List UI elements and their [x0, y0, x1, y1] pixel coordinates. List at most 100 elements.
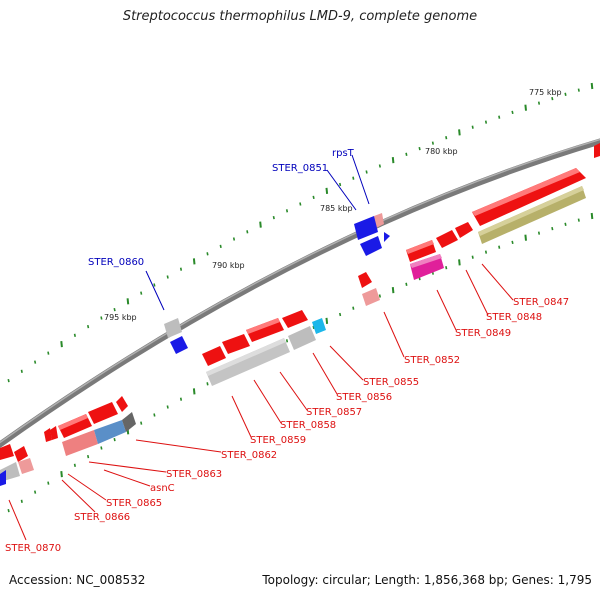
scale-tick	[551, 226, 554, 231]
gene-feature[interactable]	[164, 318, 182, 338]
gene-feature[interactable]	[62, 430, 98, 456]
gene-feature[interactable]	[0, 470, 6, 486]
gene-feature[interactable]	[222, 334, 250, 354]
kbp-label-775: 775 kbp	[529, 88, 562, 97]
gene-label-STER_0857[interactable]: STER_0857	[306, 407, 362, 418]
gene-label-STER_0865[interactable]: STER_0865	[106, 498, 162, 509]
pointer-line	[329, 345, 364, 381]
gene-feature[interactable]	[358, 272, 372, 288]
gene-feature[interactable]	[44, 428, 52, 442]
gene-feature[interactable]	[374, 213, 384, 228]
pointer-line	[103, 469, 151, 487]
gene-label-STER_0863[interactable]: STER_0863	[166, 469, 222, 480]
gene-feature[interactable]	[116, 396, 128, 412]
gene-feature[interactable]	[354, 216, 378, 240]
genome-backbone	[0, 138, 600, 449]
scale-tick	[445, 136, 448, 140]
gene-label-STER_0860[interactable]: STER_0860	[88, 257, 144, 268]
scale-tick	[34, 490, 37, 494]
scale-tick	[219, 244, 222, 249]
scale-tick	[153, 283, 156, 287]
scale-tick	[577, 88, 580, 92]
map-title: Streptococcus thermophilus LMD-9, comple…	[122, 9, 478, 24]
pointer-line	[61, 479, 96, 513]
pointer-line	[67, 473, 107, 501]
accession-text: Accession: NC_008532	[9, 573, 146, 587]
scale-tick	[378, 164, 381, 168]
scale-tick	[445, 266, 448, 270]
gene-feature[interactable]	[50, 426, 58, 440]
pointer-line	[88, 461, 167, 473]
scale-tick	[179, 267, 183, 271]
gene-label-STER_0866[interactable]: STER_0866	[74, 512, 130, 523]
pointer-line	[436, 289, 457, 331]
scale-tick	[391, 157, 395, 164]
gene-label-STER_0847[interactable]: STER_0847	[513, 297, 569, 308]
gene-feature[interactable]	[202, 346, 226, 366]
gene-label-STER_0855[interactable]: STER_0855	[363, 377, 419, 388]
scale-tick	[113, 437, 116, 442]
scale-tick	[325, 187, 329, 194]
gene-feature[interactable]	[436, 230, 458, 248]
scale-tick	[352, 306, 355, 310]
scale-tick	[73, 333, 76, 337]
pointer-line	[326, 169, 357, 211]
gene-feature[interactable]	[0, 444, 14, 460]
scale-tick	[34, 360, 37, 364]
scale-tick	[378, 294, 381, 298]
gene-feature[interactable]	[288, 326, 316, 350]
gene-feature[interactable]	[88, 402, 118, 424]
gene-label-STER_0862[interactable]: STER_0862	[221, 450, 277, 461]
gene-label-rpsT[interactable]: rpsT	[332, 148, 355, 159]
scale-tick	[537, 231, 541, 235]
gene-feature[interactable]	[360, 236, 382, 256]
gene-label-STER_0848[interactable]: STER_0848	[486, 312, 542, 323]
scale-tick	[47, 351, 50, 355]
scale-tick	[153, 413, 156, 417]
gene-label-STER_0858[interactable]: STER_0858	[280, 420, 336, 431]
gene-label-STER_0856[interactable]: STER_0856	[336, 392, 392, 403]
gene-feature-shade	[472, 168, 580, 216]
gene-feature[interactable]	[455, 222, 473, 238]
gene-label-STER_0849[interactable]: STER_0849	[455, 328, 511, 339]
gene-feature[interactable]	[362, 288, 380, 306]
scale-tick	[140, 291, 143, 295]
gene-label-STER_0852[interactable]: STER_0852	[404, 355, 460, 366]
scale-tick	[272, 215, 275, 220]
scale-tick	[179, 397, 183, 401]
gene-feature[interactable]	[206, 338, 290, 386]
scale-tick	[325, 317, 329, 324]
gene-feature[interactable]	[18, 458, 34, 474]
gene-feature[interactable]	[170, 336, 188, 354]
gene-feature[interactable]	[472, 168, 586, 226]
gene-feature[interactable]	[410, 254, 444, 280]
gene-label-asnC[interactable]: asnC	[150, 483, 175, 494]
gene-feature[interactable]	[594, 143, 600, 158]
scale-tick	[312, 195, 315, 200]
kbp-label-795: 795 kbp	[104, 313, 137, 322]
scale-tick	[391, 287, 395, 294]
genome-summary-text: Topology: circular; Length: 1,856,368 bp…	[262, 573, 592, 587]
scale-tick	[20, 369, 23, 373]
scale-tick	[87, 454, 90, 459]
pointer-line	[253, 379, 282, 424]
gene-label-STER_0851[interactable]: STER_0851	[272, 163, 328, 174]
gene-feature[interactable]	[384, 232, 390, 242]
gene-feature[interactable]	[94, 420, 126, 444]
scale-tick	[511, 110, 514, 115]
gene-label-STER_0859[interactable]: STER_0859	[250, 435, 306, 446]
gene-feature[interactable]	[122, 412, 136, 432]
gene-feature[interactable]	[14, 446, 28, 462]
scale-tick	[339, 312, 342, 317]
scale-tick	[365, 170, 368, 174]
scale-tick	[498, 115, 501, 119]
gene-label-STER_0870[interactable]: STER_0870	[5, 543, 61, 554]
scale-tick	[299, 202, 302, 206]
gene-feature[interactable]	[58, 414, 92, 438]
scale-tick	[140, 421, 143, 425]
scale-tick	[60, 341, 63, 348]
gene-feature[interactable]	[282, 310, 308, 328]
gene-feature[interactable]	[312, 318, 326, 334]
